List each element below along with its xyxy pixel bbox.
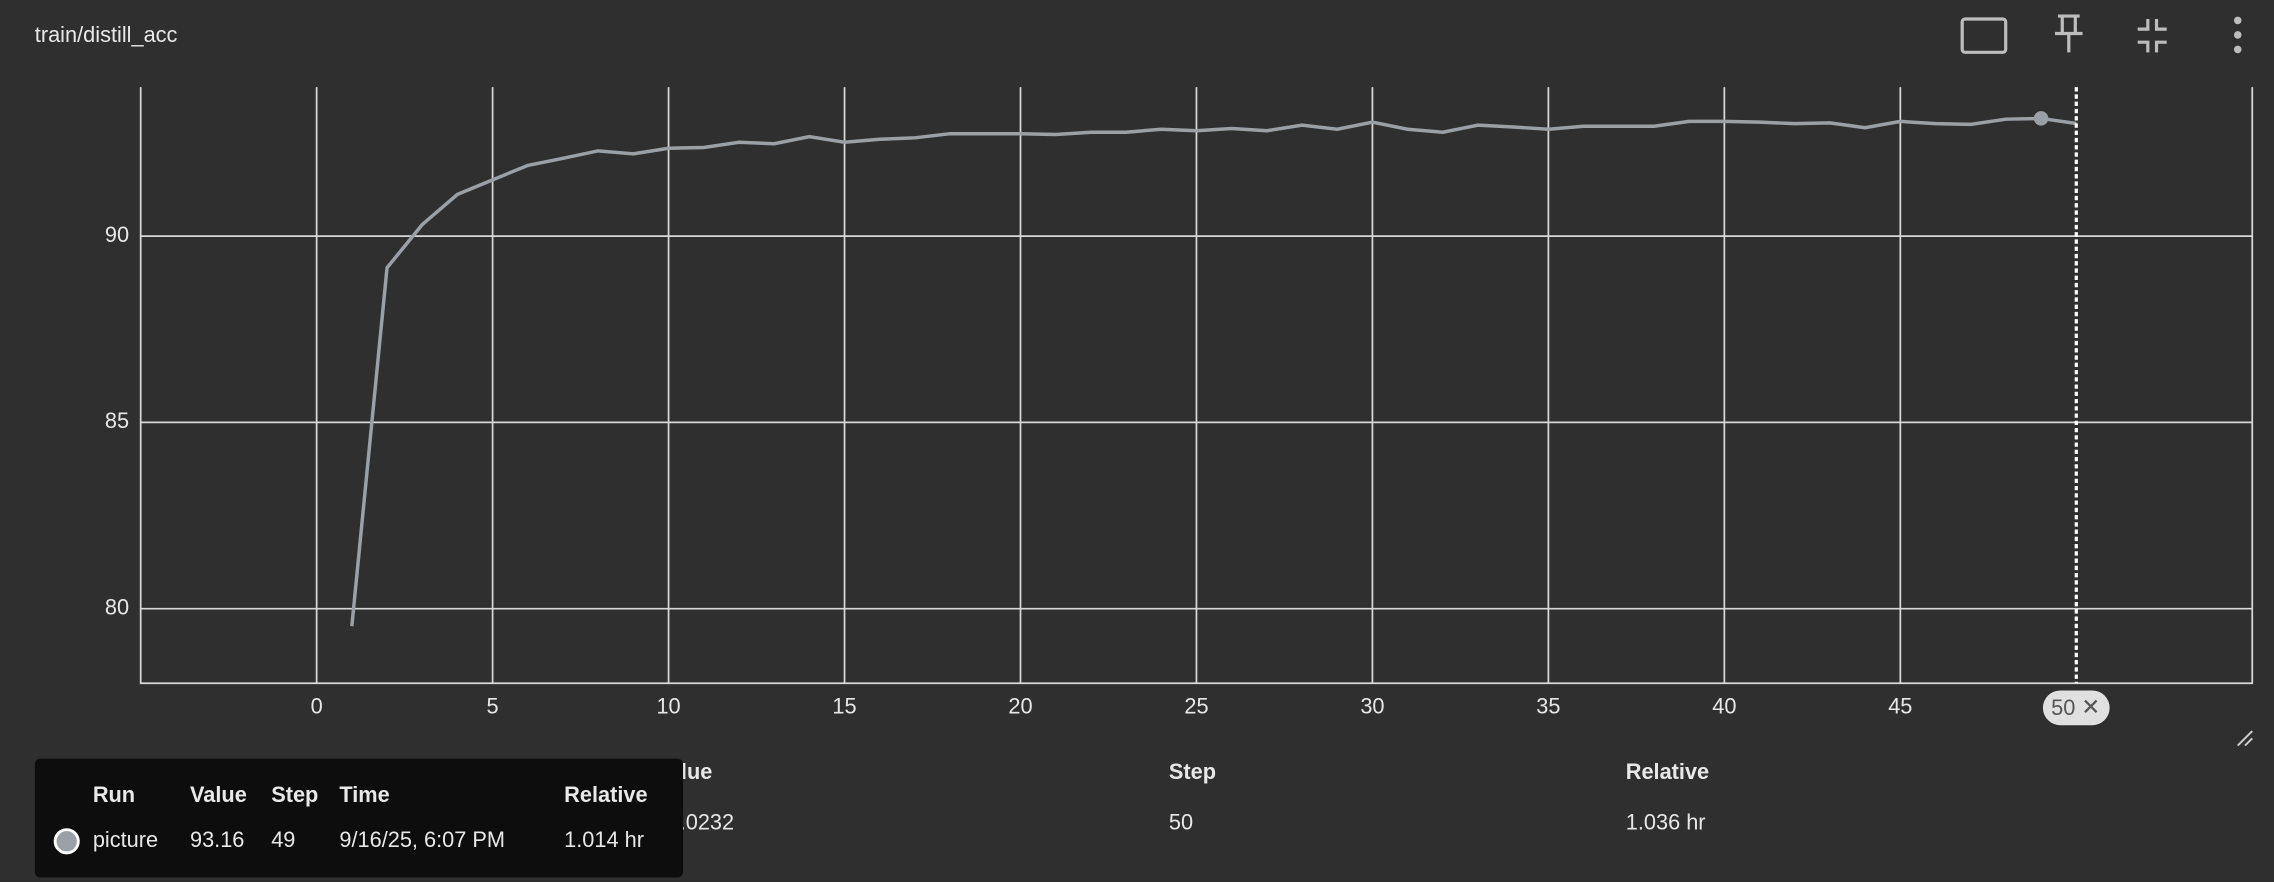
tooltip-box (34, 758, 684, 878)
tooltip-header: Run (93, 782, 135, 807)
tooltip-cell: 9/16/25, 6:07 PM (339, 827, 505, 852)
fit-domain-button[interactable] (1960, 17, 2008, 54)
x-tick-label: 30 (1360, 694, 1384, 719)
y-tick-label: 80 (105, 594, 129, 619)
series-line (350, 116, 2077, 627)
resize-handle (2237, 730, 2253, 747)
cursor-label: 50 (2051, 695, 2075, 720)
x-tick-label: 10 (656, 694, 680, 719)
table-cell: 1.036 hr (1626, 810, 1706, 835)
collapse-button[interactable] (2137, 18, 2167, 53)
x-tick-label: 15 (832, 694, 856, 719)
x-tick-label: 25 (1184, 694, 1208, 719)
y-tick-label: 85 (105, 408, 129, 433)
tooltip-cell: 1.014 hr (564, 827, 644, 852)
x-tick-label: 40 (1712, 694, 1736, 719)
menu-button[interactable] (2233, 16, 2242, 54)
run-swatch (53, 828, 80, 855)
pin-button[interactable] (2055, 14, 2083, 53)
plot: 80 85 90 0 5 10 15 20 25 30 35 40 45 50 (105, 87, 2254, 747)
tooltip-cell: 49 (271, 827, 295, 852)
toolbar[interactable] (1960, 14, 2242, 54)
tooltip: Run picture Value 93.16 Step 49 Time 9/16/25, 6… (34, 758, 684, 878)
cursor-close (2084, 699, 2098, 714)
x-tick-label: 20 (1008, 694, 1032, 719)
tooltip-header: Relative (564, 782, 647, 807)
tooltip-cell: 93.16 (190, 827, 244, 852)
tooltip-header: Time (339, 782, 389, 807)
tooltip-cell: picture (93, 827, 158, 852)
hover-point (2033, 111, 2049, 126)
y-tick-label: 90 (105, 222, 129, 247)
tooltip-header: Step (271, 782, 318, 807)
tooltip-header: Value (190, 782, 247, 807)
table-cell: 50 (1169, 810, 1193, 835)
x-tick-label: 45 (1888, 694, 1912, 719)
axis-line (139, 87, 2254, 685)
x-tick-label: 5 (487, 694, 499, 719)
cursor-chip[interactable] (2042, 690, 2110, 726)
x-tick-label: 0 (311, 694, 323, 719)
table-header: Relative (1626, 759, 1709, 784)
table-header: Step (1169, 759, 1216, 784)
chart-title: train/distill_acc (35, 22, 178, 47)
x-tick-label: 35 (1536, 694, 1560, 719)
